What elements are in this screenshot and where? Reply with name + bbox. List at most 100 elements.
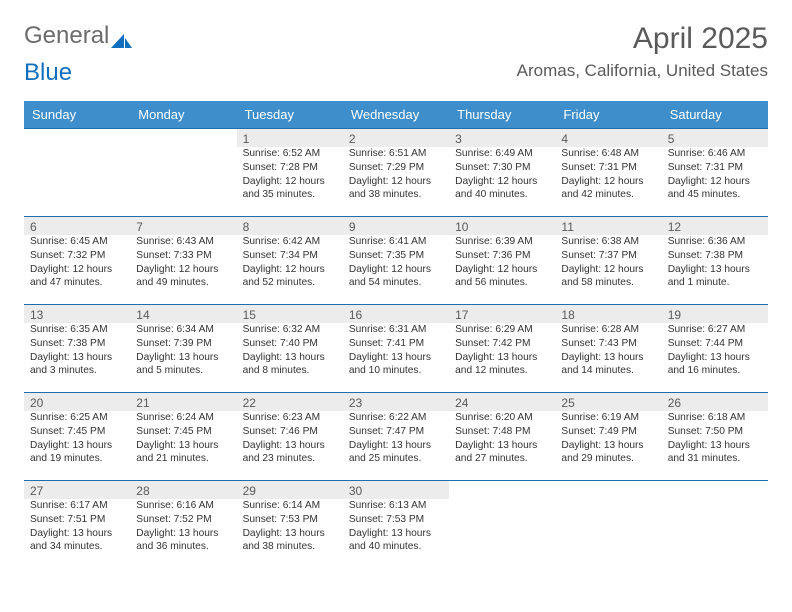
calendar-head: SundayMondayTuesdayWednesdayThursdayFrid…: [24, 101, 768, 129]
daylight-line: Daylight: 13 hours and 40 minutes.: [349, 527, 443, 555]
calendar-cell: 14Sunrise: 6:34 AMSunset: 7:39 PMDayligh…: [130, 305, 236, 393]
day-number: 28: [130, 481, 236, 499]
brand-word1: General: [24, 22, 109, 50]
daylight-line: Daylight: 12 hours and 52 minutes.: [243, 263, 337, 291]
calendar-cell: 30Sunrise: 6:13 AMSunset: 7:53 PMDayligh…: [343, 481, 449, 569]
sunset-line: Sunset: 7:38 PM: [30, 337, 124, 351]
calendar-cell: 29Sunrise: 6:14 AMSunset: 7:53 PMDayligh…: [237, 481, 343, 569]
calendar-cell: ..: [555, 481, 661, 569]
sunset-line: Sunset: 7:31 PM: [561, 161, 655, 175]
calendar-cell: 19Sunrise: 6:27 AMSunset: 7:44 PMDayligh…: [662, 305, 768, 393]
daylight-line: Daylight: 13 hours and 12 minutes.: [455, 351, 549, 379]
daylight-line: Daylight: 13 hours and 25 minutes.: [349, 439, 443, 467]
daylight-line: Daylight: 13 hours and 21 minutes.: [136, 439, 230, 467]
calendar-body: .... 1Sunrise: 6:52 AMSunset: 7:28 PMDayl…: [24, 129, 768, 569]
calendar-cell: 3Sunrise: 6:49 AMSunset: 7:30 PMDaylight…: [449, 129, 555, 217]
daylight-line: Daylight: 12 hours and 54 minutes.: [349, 263, 443, 291]
day-details: Sunrise: 6:25 AMSunset: 7:45 PMDaylight:…: [24, 411, 130, 470]
day-details: Sunrise: 6:13 AMSunset: 7:53 PMDaylight:…: [343, 499, 449, 558]
sunrise-line: Sunrise: 6:38 AM: [561, 235, 655, 249]
calendar-cell: ..: [662, 481, 768, 569]
sunrise-line: Sunrise: 6:34 AM: [136, 323, 230, 337]
calendar-cell: 28Sunrise: 6:16 AMSunset: 7:52 PMDayligh…: [130, 481, 236, 569]
month-title: April 2025: [517, 22, 768, 55]
sunset-line: Sunset: 7:32 PM: [30, 249, 124, 263]
sunrise-line: Sunrise: 6:46 AM: [668, 147, 762, 161]
sunrise-line: Sunrise: 6:45 AM: [30, 235, 124, 249]
sunset-line: Sunset: 7:38 PM: [668, 249, 762, 263]
day-header: Wednesday: [343, 101, 449, 129]
day-number: 4: [555, 129, 661, 147]
day-number: 7: [130, 217, 236, 235]
day-header: Saturday: [662, 101, 768, 129]
day-number: 17: [449, 305, 555, 323]
day-number: 22: [237, 393, 343, 411]
calendar-cell: 26Sunrise: 6:18 AMSunset: 7:50 PMDayligh…: [662, 393, 768, 481]
calendar-cell: 7Sunrise: 6:43 AMSunset: 7:33 PMDaylight…: [130, 217, 236, 305]
sunrise-line: Sunrise: 6:41 AM: [349, 235, 443, 249]
day-number: 15: [237, 305, 343, 323]
day-details: Sunrise: 6:45 AMSunset: 7:32 PMDaylight:…: [24, 235, 130, 294]
sunset-line: Sunset: 7:33 PM: [136, 249, 230, 263]
calendar-row: ....1Sunrise: 6:52 AMSunset: 7:28 PMDayl…: [24, 129, 768, 217]
calendar-cell: 9Sunrise: 6:41 AMSunset: 7:35 PMDaylight…: [343, 217, 449, 305]
sunset-line: Sunset: 7:28 PM: [243, 161, 337, 175]
sunset-line: Sunset: 7:43 PM: [561, 337, 655, 351]
sunset-line: Sunset: 7:45 PM: [136, 425, 230, 439]
daylight-line: Daylight: 12 hours and 40 minutes.: [455, 175, 549, 203]
day-details: Sunrise: 6:20 AMSunset: 7:48 PMDaylight:…: [449, 411, 555, 470]
location-text: Aromas, California, United States: [517, 61, 768, 81]
sunset-line: Sunset: 7:48 PM: [455, 425, 549, 439]
sunset-line: Sunset: 7:39 PM: [136, 337, 230, 351]
day-details: Sunrise: 6:32 AMSunset: 7:40 PMDaylight:…: [237, 323, 343, 382]
day-details: Sunrise: 6:42 AMSunset: 7:34 PMDaylight:…: [237, 235, 343, 294]
sunrise-line: Sunrise: 6:18 AM: [668, 411, 762, 425]
day-details: Sunrise: 6:41 AMSunset: 7:35 PMDaylight:…: [343, 235, 449, 294]
day-details: Sunrise: 6:39 AMSunset: 7:36 PMDaylight:…: [449, 235, 555, 294]
day-number: 21: [130, 393, 236, 411]
daylight-line: Daylight: 13 hours and 16 minutes.: [668, 351, 762, 379]
day-details: Sunrise: 6:36 AMSunset: 7:38 PMDaylight:…: [662, 235, 768, 294]
sunrise-line: Sunrise: 6:28 AM: [561, 323, 655, 337]
calendar-cell: ..: [449, 481, 555, 569]
day-details: Sunrise: 6:35 AMSunset: 7:38 PMDaylight:…: [24, 323, 130, 382]
daylight-line: Daylight: 12 hours and 47 minutes.: [30, 263, 124, 291]
day-number: 30: [343, 481, 449, 499]
calendar-cell: 18Sunrise: 6:28 AMSunset: 7:43 PMDayligh…: [555, 305, 661, 393]
sunrise-line: Sunrise: 6:22 AM: [349, 411, 443, 425]
sunrise-line: Sunrise: 6:43 AM: [136, 235, 230, 249]
day-number: 11: [555, 217, 661, 235]
daylight-line: Daylight: 12 hours and 42 minutes.: [561, 175, 655, 203]
daylight-line: Daylight: 12 hours and 38 minutes.: [349, 175, 443, 203]
sunset-line: Sunset: 7:36 PM: [455, 249, 549, 263]
sunrise-line: Sunrise: 6:16 AM: [136, 499, 230, 513]
sunrise-line: Sunrise: 6:32 AM: [243, 323, 337, 337]
day-details: Sunrise: 6:19 AMSunset: 7:49 PMDaylight:…: [555, 411, 661, 470]
calendar-cell: 12Sunrise: 6:36 AMSunset: 7:38 PMDayligh…: [662, 217, 768, 305]
daylight-line: Daylight: 12 hours and 45 minutes.: [668, 175, 762, 203]
day-number: 24: [449, 393, 555, 411]
day-details: Sunrise: 6:52 AMSunset: 7:28 PMDaylight:…: [237, 147, 343, 206]
calendar-cell: 16Sunrise: 6:31 AMSunset: 7:41 PMDayligh…: [343, 305, 449, 393]
calendar-row: 27Sunrise: 6:17 AMSunset: 7:51 PMDayligh…: [24, 481, 768, 569]
day-number: 10: [449, 217, 555, 235]
calendar-cell: 24Sunrise: 6:20 AMSunset: 7:48 PMDayligh…: [449, 393, 555, 481]
day-header: Friday: [555, 101, 661, 129]
daylight-line: Daylight: 12 hours and 49 minutes.: [136, 263, 230, 291]
sunrise-line: Sunrise: 6:23 AM: [243, 411, 337, 425]
calendar-cell: 8Sunrise: 6:42 AMSunset: 7:34 PMDaylight…: [237, 217, 343, 305]
sunrise-line: Sunrise: 6:39 AM: [455, 235, 549, 249]
day-number: 26: [662, 393, 768, 411]
day-number: 19: [662, 305, 768, 323]
sunset-line: Sunset: 7:50 PM: [668, 425, 762, 439]
calendar-row: 20Sunrise: 6:25 AMSunset: 7:45 PMDayligh…: [24, 393, 768, 481]
sunrise-line: Sunrise: 6:48 AM: [561, 147, 655, 161]
calendar-cell: 1Sunrise: 6:52 AMSunset: 7:28 PMDaylight…: [237, 129, 343, 217]
sunrise-line: Sunrise: 6:35 AM: [30, 323, 124, 337]
daylight-line: Daylight: 12 hours and 58 minutes.: [561, 263, 655, 291]
day-number: 3: [449, 129, 555, 147]
title-block: April 2025 Aromas, California, United St…: [517, 22, 768, 81]
sunrise-line: Sunrise: 6:13 AM: [349, 499, 443, 513]
day-details: Sunrise: 6:17 AMSunset: 7:51 PMDaylight:…: [24, 499, 130, 558]
sunset-line: Sunset: 7:44 PM: [668, 337, 762, 351]
